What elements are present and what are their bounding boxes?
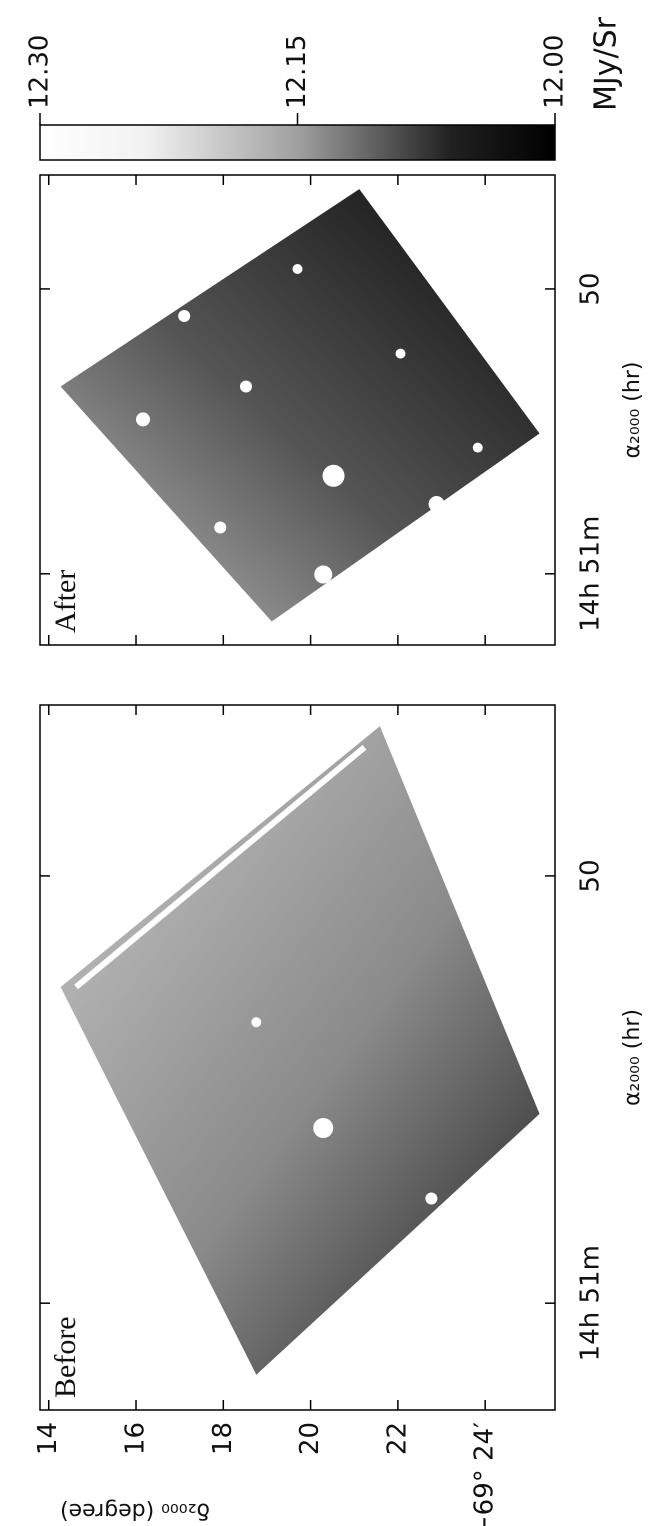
star bbox=[395, 348, 406, 359]
colorbar-label: MJy/Sr bbox=[589, 16, 624, 111]
panel-frame bbox=[39, 704, 556, 1411]
star bbox=[314, 565, 333, 584]
map-image bbox=[60, 189, 540, 622]
panel-frame bbox=[39, 174, 556, 646]
y-tick-label: 22 bbox=[382, 1422, 412, 1455]
star bbox=[178, 310, 191, 322]
y-tick-label: 18 bbox=[208, 1422, 238, 1455]
x-tick-label: 50 bbox=[576, 272, 606, 305]
star bbox=[425, 1192, 438, 1205]
star bbox=[428, 496, 445, 512]
x-tick-label: 14h 51m bbox=[576, 1245, 606, 1361]
star bbox=[322, 464, 345, 487]
y-axis-label: δ₂₀₀₀ (degree) bbox=[60, 1498, 210, 1523]
panel-label: Before bbox=[49, 1316, 82, 1398]
colorbar-tick-label: 12.15 bbox=[282, 35, 312, 109]
colorbar bbox=[39, 124, 556, 161]
star bbox=[240, 380, 252, 393]
star bbox=[214, 521, 227, 534]
y-tick-label: 14 bbox=[33, 1422, 63, 1455]
x-axis-label: α₂₀₀₀ (hr) bbox=[620, 1009, 645, 1106]
star bbox=[251, 1017, 262, 1028]
star bbox=[136, 412, 150, 427]
x-tick-label: 14h 51m bbox=[576, 516, 606, 632]
y-tick-label: 20 bbox=[295, 1422, 325, 1455]
star bbox=[472, 442, 483, 453]
x-tick-label: 50 bbox=[576, 859, 606, 892]
panel-label: After bbox=[49, 570, 82, 633]
colorbar-tick-label: 12.30 bbox=[25, 35, 55, 109]
star bbox=[292, 264, 303, 274]
map-stripe bbox=[74, 744, 367, 990]
y-tick-label: −69° 24′ bbox=[470, 1422, 500, 1526]
x-axis-label: α₂₀₀₀ (hr) bbox=[620, 362, 645, 459]
star bbox=[313, 1118, 334, 1138]
map-image bbox=[60, 726, 540, 1375]
y-tick-label: 16 bbox=[121, 1422, 151, 1455]
rotated-figure: 14h 51m 50 14 16 18 20 22 −69° 24′ Before α₂₀₀₀ (… bbox=[25, 16, 646, 1526]
colorbar-tick-label: 12.00 bbox=[540, 35, 570, 109]
